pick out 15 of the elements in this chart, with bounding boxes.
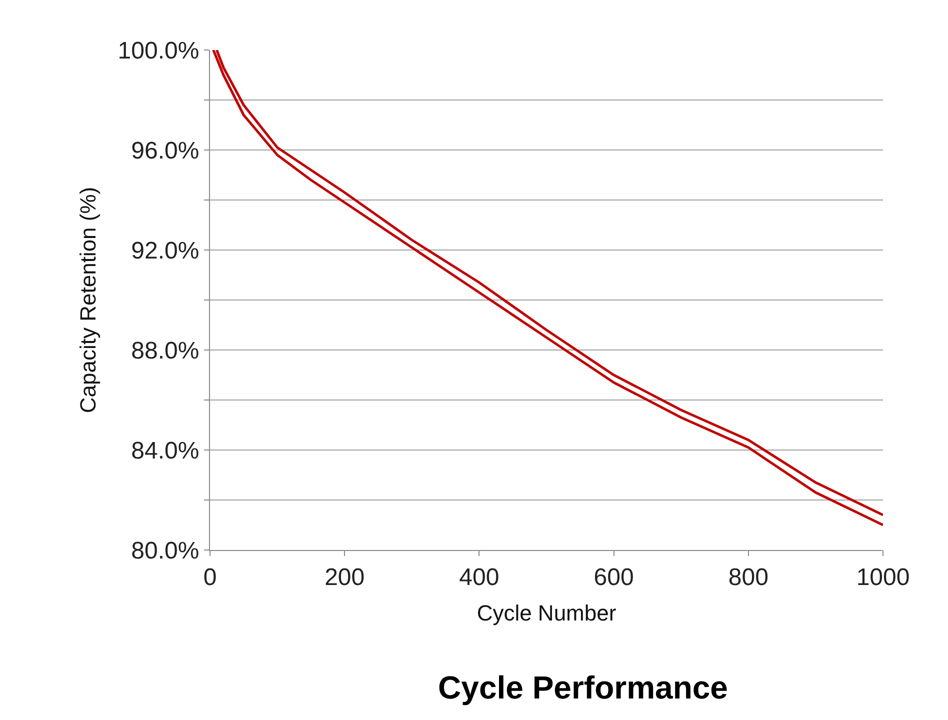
y-tick-label: 80.0%	[131, 537, 200, 564]
x-tick-label: 0	[203, 564, 217, 591]
x-tick-label: 400	[459, 564, 500, 591]
x-tick-label: 200	[324, 564, 365, 591]
x-tick-label: 800	[728, 564, 768, 591]
y-tick-label: 84.0%	[131, 437, 200, 464]
y-tick-label: 100.0%	[118, 37, 200, 64]
x-axis-title: Cycle Number	[476, 600, 616, 626]
y-tick-label: 92.0%	[131, 237, 200, 264]
y-tick-label: 88.0%	[131, 337, 200, 364]
y-axis-title: Capacity Retention (%)	[76, 186, 101, 414]
x-tick-label: 1000	[856, 564, 910, 591]
y-tick-label: 96.0%	[131, 137, 200, 164]
text: Cycle Performance	[438, 669, 728, 706]
x-tick-label: 600	[594, 564, 634, 591]
